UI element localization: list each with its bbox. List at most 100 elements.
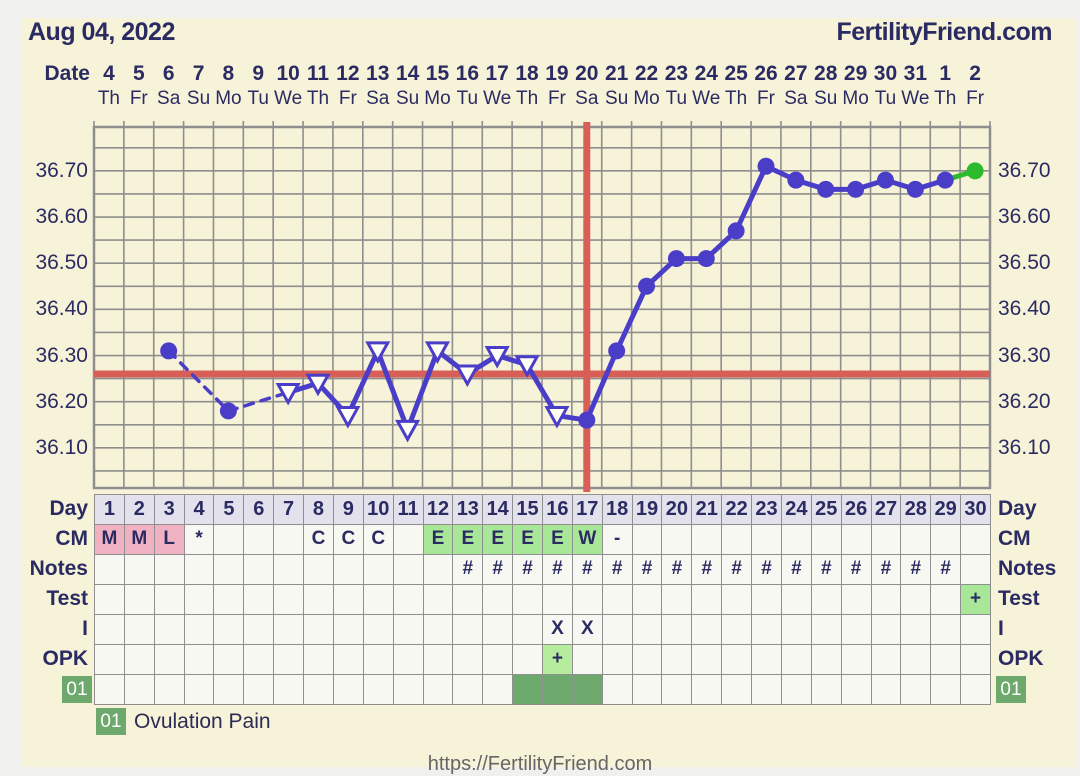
date-number: 27 [784, 62, 808, 85]
notes-cell-day-3 [153, 554, 185, 585]
cm-cell-day-22 [721, 524, 753, 555]
notes-cell-day-14: # [482, 554, 514, 585]
cm-cell-day-16: E [542, 524, 573, 555]
opk-cell-day-6 [243, 644, 275, 675]
test-cell-day-19 [631, 584, 663, 615]
day-header-cell: 18 [601, 494, 633, 525]
opk-cell-day-1 [94, 644, 125, 675]
notes-cell-day-21: # [691, 554, 723, 585]
weekday-label: Th [306, 88, 330, 109]
opk-cell-day-5 [213, 644, 245, 675]
opk-cell-day-30 [960, 644, 991, 675]
i-cell-day-19 [631, 614, 663, 645]
date-number: 13 [366, 62, 390, 85]
weekday-label: Su [814, 88, 838, 109]
i-row-label: I [998, 617, 1004, 640]
weekday-label: Sa [784, 88, 808, 109]
day-header-cell: 3 [153, 494, 185, 525]
cm-cell-day-15: E [512, 524, 543, 555]
weekday-label: Sa [575, 88, 599, 109]
i-cell-day-29 [930, 614, 962, 645]
brand-link[interactable]: FertilityFriend.com [836, 18, 1052, 46]
notes-cell-day-22: # [721, 554, 753, 585]
custom01-cell-day-3 [153, 674, 185, 705]
test-cell-day-14 [482, 584, 514, 615]
opk-cell-day-8 [303, 644, 334, 675]
opk-cell-day-12 [422, 644, 454, 675]
date-number: 9 [252, 62, 265, 85]
date-number: 5 [132, 62, 145, 85]
cm-cell-day-11 [392, 524, 424, 555]
custom01-cell-day-9 [332, 674, 364, 705]
notes-cell-day-25: # [810, 554, 842, 585]
opk-cell-day-20 [661, 644, 693, 675]
i-cell-day-24 [780, 614, 812, 645]
cm-cell-day-13: E [452, 524, 484, 555]
notes-row-label: Notes [998, 557, 1057, 580]
y-tick-label: 36.10 [35, 435, 88, 459]
weekday-label: Sa [157, 88, 181, 109]
custom01-cell-day-16 [542, 674, 573, 705]
date-number: 25 [724, 62, 748, 85]
weekday-label: Mo [424, 88, 451, 109]
date-number: 18 [515, 62, 539, 85]
test-cell-day-4 [183, 584, 215, 615]
i-cell-day-21 [691, 614, 723, 645]
date-number: 2 [969, 62, 981, 85]
custom01-cell-day-21 [691, 674, 723, 705]
custom01-cell-day-28 [900, 674, 932, 705]
date-number: 11 [306, 62, 330, 85]
notes-cell-day-23: # [751, 554, 782, 585]
date-number: 1 [939, 62, 952, 85]
test-row-label: Test [46, 587, 88, 610]
i-cell-day-4 [183, 614, 215, 645]
day-header-cell: 30 [960, 494, 991, 525]
day-header-cell: 16 [542, 494, 573, 525]
y-tick-label: 36.20 [35, 389, 88, 413]
date-number: 28 [814, 62, 838, 85]
date-number: 29 [843, 62, 868, 85]
weekday-label: We [692, 88, 721, 109]
test-cell-day-11 [392, 584, 424, 615]
cm-cell-day-19 [631, 524, 663, 555]
cm-cell-day-10: C [362, 524, 394, 555]
custom01-cell-day-11 [392, 674, 424, 705]
custom01-cell-day-6 [243, 674, 275, 705]
opk-cell-day-9 [332, 644, 364, 675]
day-row-label: Day [49, 497, 88, 520]
notes-cell-day-28: # [900, 554, 932, 585]
y-tick-label: 36.60 [998, 205, 1051, 229]
opk-cell-day-26 [840, 644, 872, 675]
opk-cell-day-25 [810, 644, 842, 675]
custom01-cell-day-4 [183, 674, 215, 705]
y-tick-label: 36.40 [35, 297, 88, 321]
i-cell-day-12 [422, 614, 454, 645]
test-cell-day-5 [213, 584, 245, 615]
y-tick-label: 36.50 [35, 251, 88, 275]
test-cell-day-26 [840, 584, 872, 615]
custom01-cell-day-8 [303, 674, 334, 705]
test-cell-day-25 [810, 584, 842, 615]
test-cell-day-9 [332, 584, 364, 615]
weekday-label: Mo [215, 88, 242, 109]
test-cell-day-18 [601, 584, 633, 615]
cm-cell-day-30 [960, 524, 991, 555]
y-tick-label: 36.40 [998, 297, 1051, 321]
date-number: 30 [873, 62, 898, 85]
weekday-label: Su [186, 88, 211, 109]
custom01-cell-day-5 [213, 674, 245, 705]
date-number: 31 [903, 62, 927, 85]
day-header-cell: 21 [691, 494, 723, 525]
day-header-cell: 1 [94, 494, 125, 525]
day-header-cell: 13 [452, 494, 484, 525]
weekday-label: Tu [456, 88, 479, 109]
test-cell-day-29 [930, 584, 962, 615]
day-header-cell: 6 [243, 494, 275, 525]
cm-cell-day-21 [691, 524, 723, 555]
day-header-cell: 14 [482, 494, 514, 525]
notes-cell-day-10 [362, 554, 394, 585]
custom01-cell-day-24 [780, 674, 812, 705]
day-header-cell: 25 [810, 494, 842, 525]
cm-cell-day-2: M [123, 524, 155, 555]
